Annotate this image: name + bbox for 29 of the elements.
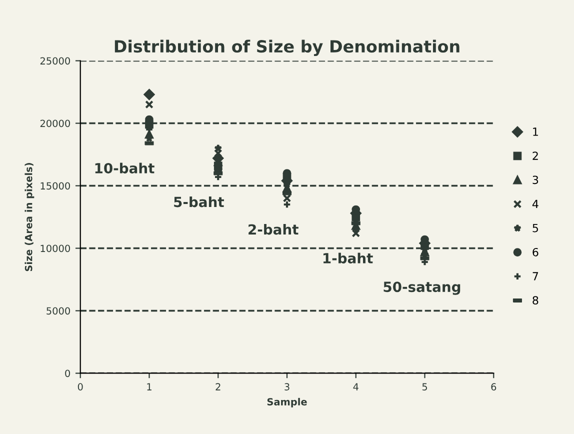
x-tick-label: 2 (216, 383, 220, 390)
y-tick-label: 15000 (40, 182, 70, 190)
legend-label: 8 (532, 296, 538, 305)
x-tick-label: 4 (353, 383, 358, 390)
legend-label: 7 (532, 272, 538, 280)
legend-label: 2 (532, 152, 538, 160)
y-tick-label: 5000 (46, 307, 70, 315)
x-tick-label: 5 (422, 383, 428, 390)
legend-label: 3 (532, 176, 538, 184)
legend-label: 4 (532, 200, 538, 208)
y-tick-label: 25000 (40, 57, 70, 65)
x-tick-label: 3 (284, 383, 290, 390)
x-axis-title: Sample (267, 398, 307, 408)
annotation: 5-baht (174, 196, 224, 208)
annotation: 2-baht (248, 224, 298, 235)
legend-label: 6 (532, 248, 538, 256)
annotation: 50-satang (384, 282, 460, 295)
legend-label: 1 (533, 128, 538, 136)
x-tick-label: 0 (78, 383, 83, 390)
y-tick-label: 0 (65, 370, 70, 378)
y-tick-label: 20000 (40, 120, 70, 128)
annotation: 1-baht (323, 252, 373, 264)
legend-label: 5 (532, 224, 538, 232)
chart-title: Distribution of Size by Denomination (114, 40, 460, 56)
y-axis-title: Size (Area in pixels) (24, 163, 34, 272)
annotation: 10-baht (95, 162, 154, 174)
y-tick-label: 10000 (40, 244, 70, 252)
x-tick-label: 1 (147, 383, 152, 390)
x-tick-label: 6 (491, 383, 496, 390)
